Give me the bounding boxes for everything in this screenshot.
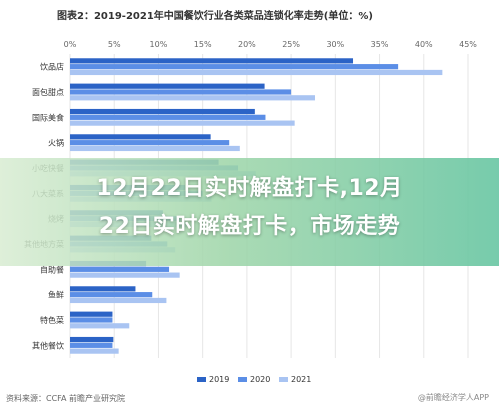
headline-line-2: 22日实时解盘打卡，市场走势	[98, 214, 401, 239]
x-tick-label: 45%	[459, 40, 477, 49]
bar-2021	[70, 95, 315, 101]
chart-title: 图表2：2019-2021年中国餐饮行业各类菜品连锁化率走势(单位：%)	[57, 11, 373, 22]
legend-item-2020: 2020	[238, 375, 270, 384]
bar-2019	[70, 83, 265, 89]
category-label: 其他餐饮	[32, 340, 64, 350]
bar-2021	[70, 323, 130, 329]
watermark: @前瞻经济学人APP	[417, 393, 489, 402]
legend-swatch-2019	[197, 377, 206, 382]
category-label: 火锅	[48, 138, 64, 148]
legend-item-2019: 2019	[197, 375, 229, 384]
x-tick-label: 15%	[194, 40, 212, 49]
bar-2020	[70, 292, 153, 298]
x-tick-label: 40%	[415, 40, 433, 49]
bar-2019	[70, 108, 255, 115]
bar-2020	[70, 342, 113, 348]
legend-label: 2020	[250, 375, 271, 384]
bar-2019	[70, 134, 211, 140]
bar-2021	[70, 145, 240, 152]
legend-swatch-2020	[238, 377, 247, 382]
legend-label: 2021	[291, 375, 312, 384]
bar-2021	[70, 297, 167, 304]
category-label: 自助餐	[40, 264, 64, 274]
category-label: 特色菜	[40, 315, 64, 325]
x-tick-label: 20%	[238, 40, 256, 49]
legend-label: 2019	[209, 375, 230, 384]
x-tick-label: 35%	[371, 40, 389, 49]
bar-2020	[70, 140, 230, 146]
headline-overlay	[0, 158, 499, 266]
bar-2020	[70, 64, 399, 70]
bar-2020	[70, 114, 266, 120]
bar-2019	[70, 336, 114, 343]
bar-2021	[70, 69, 443, 76]
x-tick-label: 0%	[64, 40, 77, 49]
legend-swatch-2021	[279, 377, 288, 382]
bar-2020	[70, 317, 113, 323]
headline-line-1: 12月22日实时解盘打卡,12月	[96, 176, 403, 201]
bar-2021	[70, 348, 119, 354]
category-label: 饮品店	[40, 62, 64, 72]
category-label: 面包甜点	[32, 87, 64, 97]
bar-2019	[70, 311, 113, 317]
bar-2019	[70, 286, 136, 292]
category-label: 国际美食	[32, 112, 64, 122]
x-tick-label: 10%	[150, 40, 168, 49]
bar-2021	[70, 120, 295, 126]
source-note: 资料来源：CCFA 前瞻产业研究院	[6, 394, 126, 403]
x-tick-label: 5%	[108, 40, 121, 49]
bar-2020	[70, 266, 170, 272]
bar-2021	[70, 272, 180, 278]
bar-2019	[70, 58, 354, 64]
x-tick-label: 30%	[326, 40, 344, 49]
x-tick-label: 25%	[282, 40, 300, 49]
legend-item-2021: 2021	[279, 375, 311, 384]
category-label: 鱼鲜	[48, 290, 64, 300]
bar-2020	[70, 89, 292, 95]
